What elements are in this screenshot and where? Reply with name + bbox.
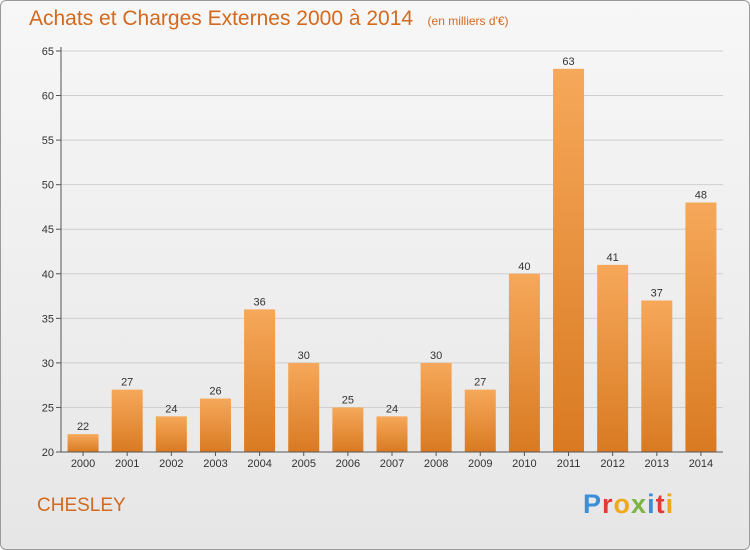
bar (155, 416, 187, 452)
data-label: 37 (651, 288, 663, 300)
x-tick-label: 2002 (159, 458, 183, 470)
x-tick-label: 2004 (247, 458, 271, 470)
chart-title-block: Achats et Charges Externes 2000 à 2014 (… (29, 7, 509, 31)
x-tick-label: 2008 (424, 458, 448, 470)
y-tick-label: 35 (42, 313, 54, 325)
y-tick-label: 55 (42, 135, 54, 147)
bar (67, 434, 99, 452)
y-tick-label: 45 (42, 224, 54, 236)
logo-letter: i (665, 489, 675, 519)
x-tick-label: 2011 (557, 458, 581, 470)
logo-letter: i (647, 489, 656, 519)
x-tick-label: 2003 (203, 458, 227, 470)
bar (508, 273, 540, 452)
logo-letter: x (631, 489, 648, 519)
x-tick-label: 2009 (468, 458, 492, 470)
bar (641, 300, 673, 452)
bar (597, 264, 629, 452)
bar (244, 309, 276, 452)
bar (199, 398, 231, 452)
bar (288, 362, 320, 452)
data-label: 41 (607, 252, 619, 264)
data-label: 30 (298, 350, 310, 362)
data-label: 30 (430, 350, 442, 362)
y-tick-label: 20 (42, 447, 54, 459)
data-label: 27 (474, 377, 486, 389)
bars: 22 27 24 26 36 30 25 24 30 27 40 63 41 37 48 (67, 56, 717, 453)
data-label: 36 (253, 296, 265, 308)
x-tick-label: 2010 (512, 458, 536, 470)
bar (420, 362, 452, 452)
x-tick-label: 2012 (600, 458, 624, 470)
x-tick-label: 2000 (71, 458, 95, 470)
y-tick-label: 30 (42, 358, 54, 370)
x-tick-label: 2013 (645, 458, 669, 470)
logo-letter: t (655, 489, 666, 519)
data-label: 40 (518, 261, 530, 273)
bar (553, 68, 585, 453)
proxiti-logo: Proxiti (583, 489, 674, 520)
logo-letter: o (613, 489, 632, 519)
chart-title: Achats et Charges Externes 2000 à 2014 (29, 7, 414, 30)
y-tick-label: 65 (42, 46, 54, 58)
y-tick-label: 25 (42, 402, 54, 414)
data-label: 63 (562, 56, 574, 68)
bar (685, 202, 717, 452)
data-label: 26 (209, 386, 221, 398)
data-label: 24 (386, 403, 398, 415)
data-label: 48 (695, 189, 707, 201)
x-tick-label: 2006 (336, 458, 360, 470)
data-label: 22 (77, 421, 89, 433)
axes: 20 25 30 35 40 45 50 55 60 65 2000 2001 2002 2003 2004… (42, 46, 723, 470)
x-tick-label: 2007 (380, 458, 404, 470)
x-tick-label: 2001 (115, 458, 139, 470)
bar (332, 407, 364, 452)
x-tick-label: 2014 (689, 458, 713, 470)
data-label: 27 (121, 377, 133, 389)
y-tick-label: 60 (42, 91, 54, 103)
chart-unit: (en milliers d'€) (427, 14, 509, 28)
data-label: 25 (342, 394, 354, 406)
bar (111, 389, 143, 452)
bar (376, 416, 408, 452)
x-tick-label: 2005 (291, 458, 315, 470)
logo-letter: r (602, 489, 614, 519)
bar (464, 389, 496, 452)
y-tick-label: 50 (42, 180, 54, 192)
y-tick-label: 40 (42, 269, 54, 281)
logo-letter: P (583, 489, 603, 519)
commune-name: CHESLEY (37, 495, 126, 516)
data-label: 24 (165, 403, 177, 415)
